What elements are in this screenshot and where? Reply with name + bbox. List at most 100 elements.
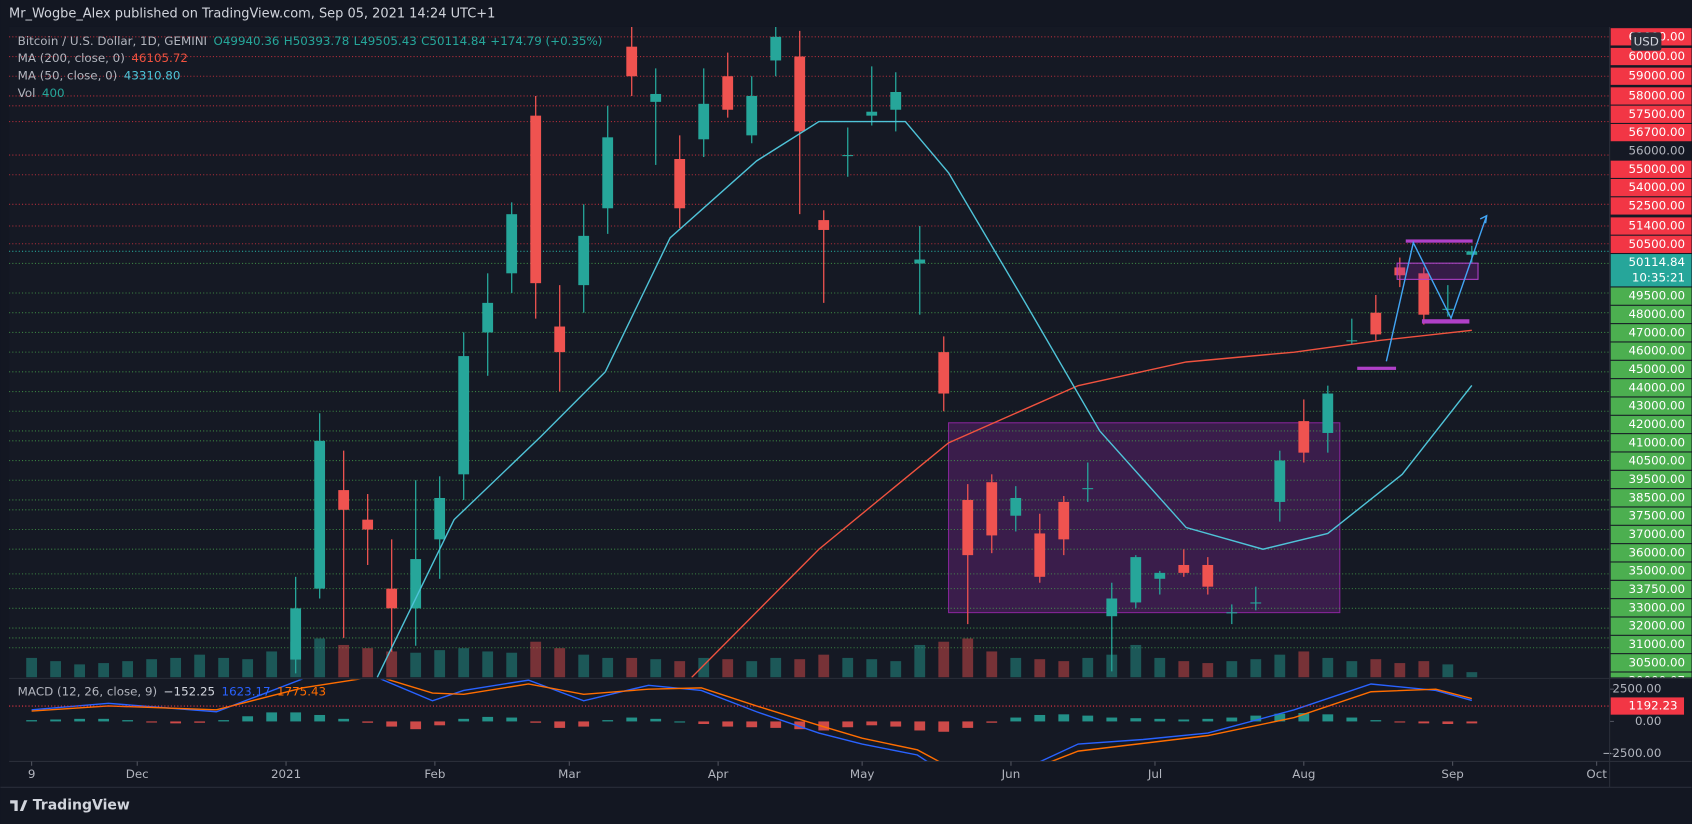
price-tag <box>1610 160 1692 178</box>
volume-bar <box>482 651 494 678</box>
volume-bar <box>818 654 830 678</box>
macd-hist <box>1442 721 1454 725</box>
legend-vol: Vol 400 <box>18 85 65 99</box>
price-label: 38500.00 <box>1629 490 1686 504</box>
price-label: 37500.00 <box>1629 509 1686 523</box>
volume-bar <box>722 659 734 678</box>
macd-hist <box>1274 713 1286 722</box>
volume-bar <box>866 659 878 678</box>
candle-body <box>962 499 974 556</box>
brand: TradingView <box>33 798 130 814</box>
price-tag <box>1610 379 1692 397</box>
close: C50114.84 <box>421 33 486 47</box>
volume-bar <box>842 657 854 678</box>
macd-hist <box>98 718 110 722</box>
volume-bar <box>1250 659 1262 678</box>
volume-bar <box>530 641 542 678</box>
macd-hist <box>530 721 542 723</box>
volume-bar <box>1442 664 1454 678</box>
x-tick-label: 2021 <box>271 767 301 781</box>
price-label: 32000.00 <box>1629 619 1686 633</box>
volume-bar <box>1058 661 1070 678</box>
candle-body <box>602 137 614 209</box>
volume-bar <box>362 648 374 678</box>
candle-body <box>818 220 830 230</box>
high: H50393.78 <box>284 33 350 47</box>
macd-hist <box>842 721 854 728</box>
volume-bar <box>986 651 998 678</box>
price-label: 36000.00 <box>1629 545 1686 559</box>
price-tag <box>1610 507 1692 525</box>
open: O49940.36 <box>214 33 280 47</box>
volume-bar <box>1226 661 1238 678</box>
volume-bar <box>1370 659 1382 678</box>
candle-body <box>650 93 662 102</box>
x-tick-label: Apr <box>708 767 729 781</box>
ma-line <box>691 329 1472 678</box>
candle-body <box>1154 572 1166 579</box>
price-label: 43000.00 <box>1629 399 1686 413</box>
price-tag <box>1610 525 1692 544</box>
price-label: 33750.00 <box>1629 582 1686 596</box>
x-tick-label: 9 <box>28 767 36 781</box>
legend-ma200: MA (200, close, 0) 46105.72 <box>18 51 188 65</box>
volume-bar <box>698 657 710 678</box>
candle-body <box>938 352 950 394</box>
axes: 2500.00 0.00 −2500.00 1192.23 9 Dec 2021 Feb Mar… <box>0 26 1692 788</box>
price-label: 30000.07 <box>1629 674 1686 688</box>
volume-bar <box>674 661 686 678</box>
volume-bar <box>386 651 398 678</box>
macd-line <box>31 679 1473 762</box>
volume-bar <box>506 652 518 678</box>
price-tag <box>1610 305 1692 324</box>
macd-value: 1623.17 <box>222 684 271 698</box>
candle-body <box>386 588 398 609</box>
price-label: 58000.00 <box>1629 88 1686 102</box>
candle-body <box>1322 393 1334 433</box>
legend-ma50: MA (50, close, 0) 43310.80 <box>18 68 181 82</box>
arrow-head <box>1479 214 1488 224</box>
macd-hist <box>1298 713 1310 722</box>
price-tag <box>1610 217 1692 235</box>
price-label: 30500.00 <box>1629 655 1686 669</box>
candle-body <box>290 608 302 660</box>
candle-body <box>1106 598 1118 617</box>
logo: TradingView <box>10 798 130 814</box>
candle-body <box>1010 497 1022 516</box>
macd-hist <box>962 721 974 728</box>
price-label: 47000.00 <box>1629 325 1686 339</box>
macd-hist <box>170 721 182 724</box>
macd-hist <box>1370 720 1382 722</box>
x-tick-label: Aug <box>1292 767 1315 781</box>
macd-hist <box>890 721 902 727</box>
candle-body <box>1418 273 1430 315</box>
price-label: 49500.00 <box>1629 289 1686 303</box>
x-tick-label: Sep <box>1441 767 1463 781</box>
currency: USD <box>1634 35 1659 49</box>
macd-hist <box>1226 717 1238 722</box>
volume-bar <box>626 657 638 678</box>
macd-hist <box>1058 714 1070 722</box>
volume-bar <box>1298 651 1310 678</box>
macd-hist <box>434 721 446 726</box>
price-label: 51400.00 <box>1629 219 1686 233</box>
candle-body <box>674 159 686 209</box>
macd-hist <box>218 720 230 722</box>
box <box>1421 319 1470 324</box>
macd-hist <box>674 721 686 723</box>
macd-tick-label: 0.00 <box>1635 714 1661 728</box>
price-tag <box>1610 617 1692 635</box>
price-label: 57500.00 <box>1629 107 1686 121</box>
currency-box[interactable] <box>1631 32 1662 51</box>
volume-bar <box>1274 654 1286 678</box>
price-tag <box>1610 254 1692 287</box>
price-axis: 61000.0060000.0059000.0058000.0057500.00… <box>1610 28 1692 688</box>
publisher: Mr_Wogbe_Alex published on TradingView.c… <box>9 7 495 22</box>
volume-bar <box>1130 644 1142 678</box>
box <box>1396 262 1479 280</box>
price-label: 44000.00 <box>1629 380 1686 394</box>
volume-bar <box>1322 657 1334 678</box>
price-label: 46000.00 <box>1629 344 1686 358</box>
price-label: 45000.00 <box>1629 362 1686 376</box>
countdown: 10:35:21 <box>1632 270 1685 284</box>
